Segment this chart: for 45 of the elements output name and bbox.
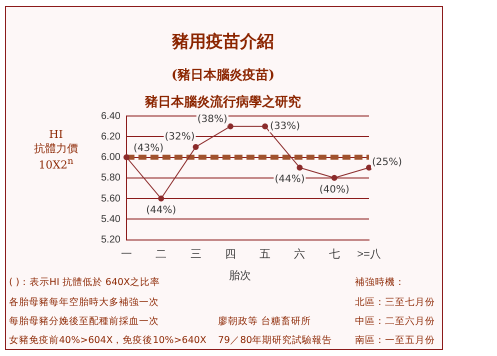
point	[366, 164, 372, 171]
annotation: (44%)	[146, 205, 176, 216]
point	[262, 123, 268, 130]
annotation: (33%)	[270, 120, 300, 132]
text: 廖朝政等 台糖畜研所	[218, 315, 312, 328]
x-tick-label: >=八	[357, 248, 381, 260]
annotation: (40%)	[319, 184, 350, 196]
x-tick-label: 五	[260, 248, 271, 260]
text: 補強時機：	[355, 276, 405, 289]
point	[192, 144, 199, 150]
text: 每胎母豬分娩後至配種前採血一次	[9, 315, 159, 328]
text: ( )：表示HI 抗體低於 640X之比率	[9, 276, 160, 289]
x-tick-label: 七	[328, 247, 340, 260]
y-tick-label: 5.20	[100, 234, 121, 246]
x-tick-label: 六	[294, 247, 306, 260]
text: 79／80年期研究試驗報告	[218, 334, 332, 347]
annotation: (25%)	[372, 157, 402, 168]
text: 女豬免疫前40%>604X，免疫後10%>640X	[9, 334, 206, 347]
point	[227, 123, 234, 130]
y-tick-label: 6.40	[100, 110, 121, 122]
x-axis-title: 胎次	[229, 269, 251, 282]
annotation: (38%)	[197, 114, 228, 125]
x-tick-label: 三	[190, 248, 202, 260]
point	[158, 196, 164, 202]
y-tick-label: 5.80	[100, 172, 121, 184]
text: 各胎母豬每年空胎時大多補強一次	[9, 296, 159, 309]
text: 南區：一至五月份	[355, 334, 435, 347]
point	[331, 174, 338, 181]
x-tick-label: 二	[156, 248, 167, 260]
y-tick-label: 6.00	[100, 152, 121, 164]
point	[123, 154, 130, 160]
x-tick-label: 一	[120, 248, 132, 260]
text: 北區：三至七月份	[355, 296, 435, 309]
chart-title: 豬用疫苗介紹	[170, 31, 275, 53]
y-tick-label: 5.40	[100, 214, 121, 225]
annotation: (44%)	[274, 174, 305, 186]
chart-subtitle: (豬日本腦炎疫苗) 豬日本腦炎流行病學之研究	[145, 68, 301, 110]
annotation: (32%)	[164, 132, 195, 143]
y-tick-label: 6.20	[100, 131, 121, 142]
y-tick-label: 5.60	[100, 193, 121, 204]
text: 中區：二至六月份	[355, 315, 435, 328]
point	[296, 164, 303, 171]
x-tick-label: 四	[224, 248, 236, 260]
y-axis-title: HI 抗體力價 10X2$^{n}$	[33, 128, 79, 172]
annotation: (43%)	[133, 142, 164, 154]
